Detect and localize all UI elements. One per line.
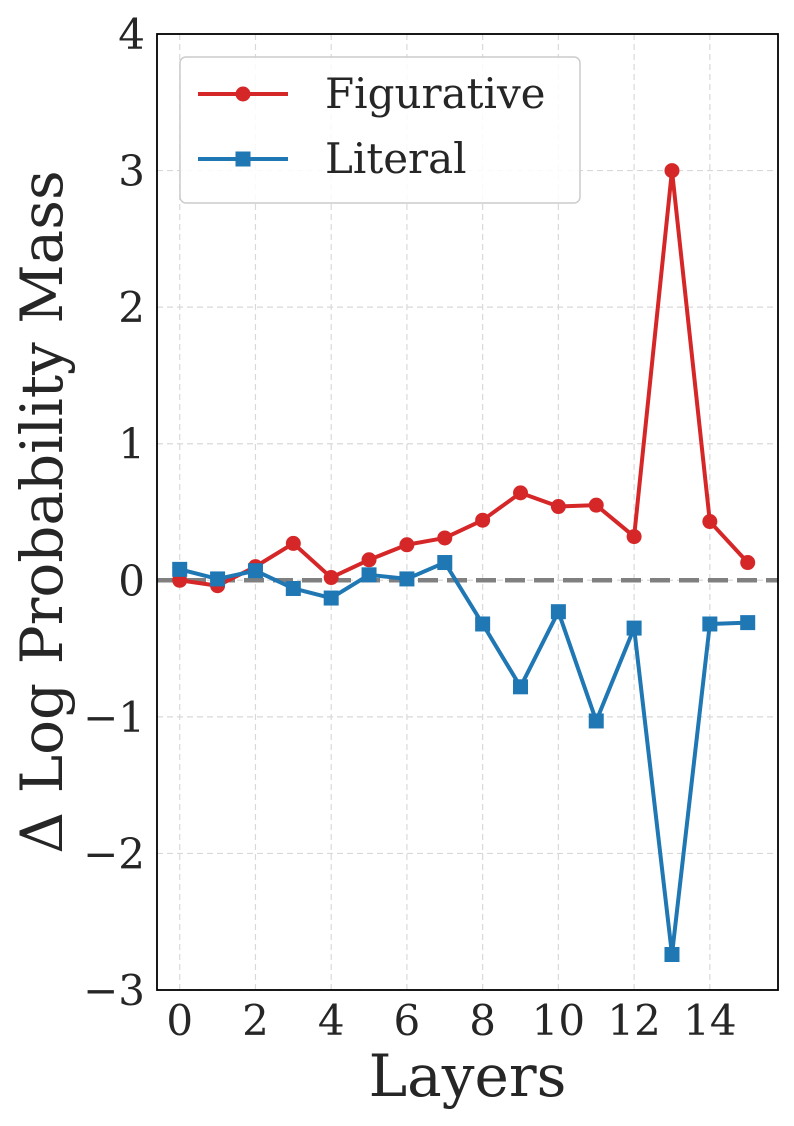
y-tick-label-4: 1 [118,420,145,469]
point-literal-14 [702,616,718,632]
x-tick-label-8: 8 [469,996,496,1045]
point-literal-13 [664,946,680,962]
point-figurative-13 [664,163,680,179]
point-figurative-11 [588,497,604,513]
x-tick-label-4: 4 [318,996,345,1045]
point-literal-2 [247,563,263,579]
legend-label-literal: Literal [325,134,467,183]
y-tick-label-5: 2 [118,283,145,332]
point-figurative-4 [323,570,339,586]
point-figurative-3 [285,535,301,551]
x-axis-label: Layers [369,1042,567,1110]
point-literal-1 [210,571,226,587]
point-literal-8 [475,616,491,632]
point-literal-10 [550,604,566,620]
y-tick-label-0: −3 [83,966,145,1015]
point-literal-5 [361,567,377,583]
point-figurative-14 [702,514,718,530]
point-figurative-12 [626,529,642,545]
y-tick-label-6: 3 [118,147,145,196]
legend-entry-figurative: Figurative [198,69,546,118]
point-figurative-15 [740,555,756,571]
point-figurative-6 [399,537,415,553]
plot-frame [156,33,779,991]
legend-marker-figurative [235,86,251,102]
legend-entry-literal: Literal [198,134,467,183]
series-line-literal [179,560,748,957]
series-layer [172,163,756,962]
x-tick-label-12: 12 [607,996,660,1045]
point-literal-6 [399,571,415,587]
y-tick-label-3: 0 [118,556,145,605]
legend-marker-literal [235,151,251,167]
point-literal-11 [588,713,604,729]
point-literal-12 [626,620,642,636]
point-literal-15 [740,615,756,631]
point-literal-9 [513,679,529,695]
x-tick-label-6: 6 [394,996,421,1045]
point-figurative-8 [475,512,491,528]
x-tick-label-2: 2 [242,996,269,1045]
legend: Figurative Literal [179,56,581,204]
point-literal-3 [285,580,301,596]
point-literal-0 [172,561,188,577]
legend-label-figurative: Figurative [325,69,546,118]
series-line-figurative [179,168,750,588]
point-figurative-10 [550,499,566,515]
point-figurative-5 [361,552,377,568]
y-tick-label-2: −1 [83,693,145,742]
y-axis-label: Δ Log Probability Mass [8,170,76,853]
x-tick-label-10: 10 [532,996,585,1045]
x-tick-label-14: 14 [683,996,736,1045]
point-figurative-7 [437,530,453,546]
point-figurative-9 [513,485,529,501]
y-tick-label-1: −2 [83,829,145,878]
x-tick-label-0: 0 [166,996,193,1045]
y-tick-label-7: 4 [118,10,145,59]
point-literal-4 [323,590,339,606]
point-literal-7 [437,555,453,571]
